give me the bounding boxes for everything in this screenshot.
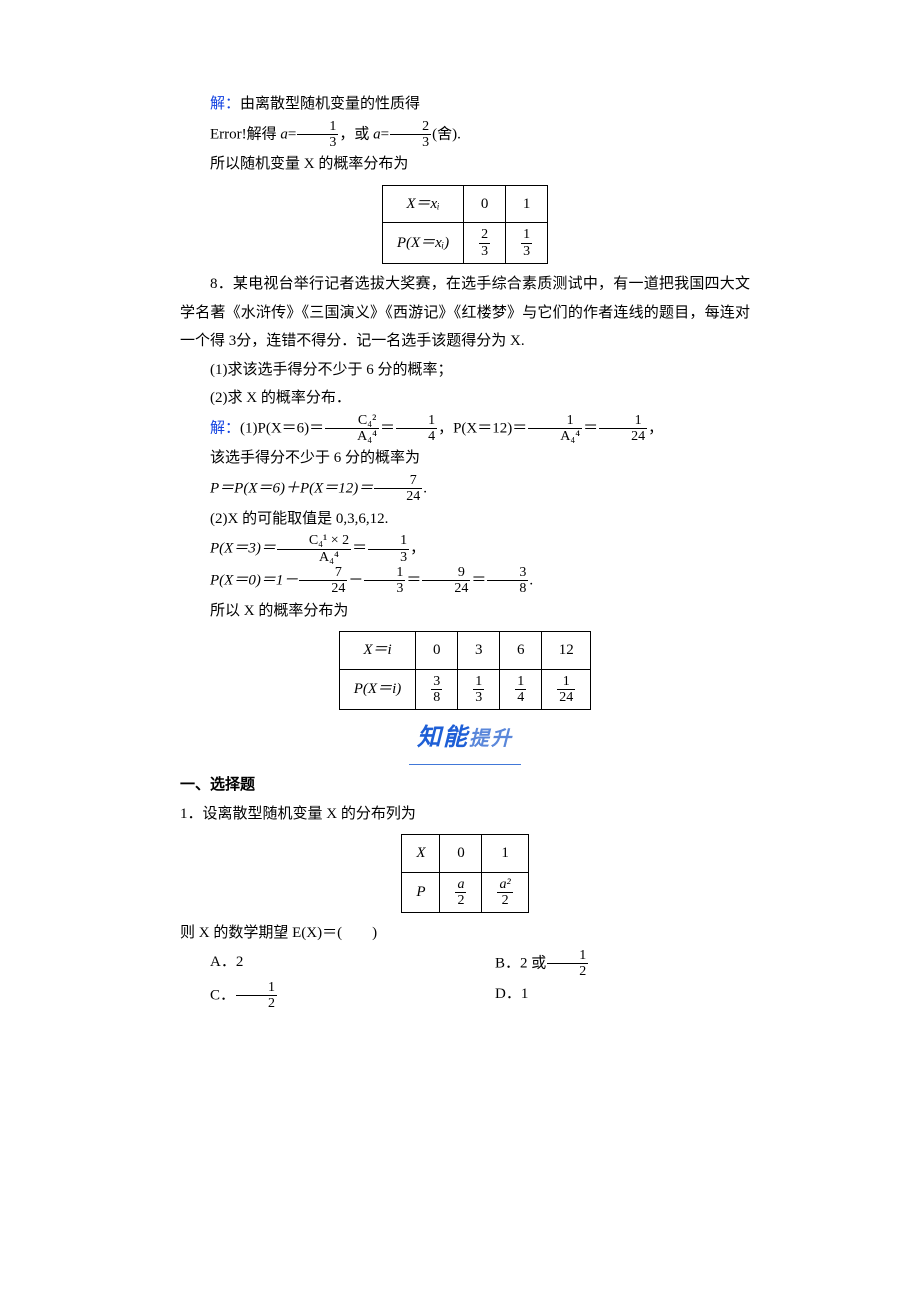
p7-line3: 所以随机变量 X 的概率分布为	[180, 150, 750, 179]
optB: B．2 或12	[465, 948, 750, 980]
p8-s7: 所以 X 的概率分布为	[180, 597, 750, 626]
frac-1-3: 13	[297, 119, 338, 151]
options-row1: A．2 B．2 或12	[180, 948, 750, 980]
optA: A．2	[180, 948, 465, 980]
sec2-q1: 1．设离散型随机变量 X 的分布列为	[180, 800, 750, 829]
p8-s6: P(X＝0)＝1－724－13＝924＝38.	[180, 565, 750, 597]
sec2-q1b: 则 X 的数学期望 E(X)＝( )	[180, 919, 750, 948]
banner: 知能提升	[409, 716, 521, 765]
q1-table: X 0 1 P a2 a²2	[401, 834, 528, 913]
p7-table: X＝xᵢ 0 1 P(X＝xᵢ) 23 13	[382, 185, 548, 264]
p8-s4: (2)X 的可能取值是 0,3,6,12.	[180, 505, 750, 534]
p8-q2: (2)求 X 的概率分布．	[180, 384, 750, 413]
p8-table: X＝i 0 3 6 12 P(X＝i) 38 13 14 124	[339, 631, 591, 710]
p8-s1: 解：(1)P(X＝6)＝C₄²A₄⁴＝14，P(X＝12)＝1A₄⁴＝124，	[180, 413, 750, 445]
optC: C．12	[180, 980, 465, 1012]
p7-line2: Error!解得 a=13，或 a=23(舍).	[180, 119, 750, 151]
p8-intro: 8．某电视台举行记者选拔大奖赛，在选手综合素质测试中，有一道把我国四大文学名著《…	[180, 270, 750, 356]
banner-row: 知能提升	[180, 716, 750, 765]
p8-s3: P＝P(X＝6)＋P(X＝12)＝724.	[180, 473, 750, 505]
p8-q1: (1)求该选手得分不少于 6 分的概率；	[180, 356, 750, 385]
optD: D．1	[465, 980, 750, 1012]
frac-2-3: 23	[390, 119, 431, 151]
sol-label: 解：	[210, 96, 240, 112]
sec2-heading: 一、选择题	[180, 771, 750, 800]
options-row2: C．12 D．1	[180, 980, 750, 1012]
p8-s5: P(X＝3)＝C₄¹ × 2A₄⁴＝13，	[180, 533, 750, 565]
p7-line1: 解：由离散型随机变量的性质得	[180, 90, 750, 119]
p8-s2: 该选手得分不少于 6 分的概率为	[180, 444, 750, 473]
